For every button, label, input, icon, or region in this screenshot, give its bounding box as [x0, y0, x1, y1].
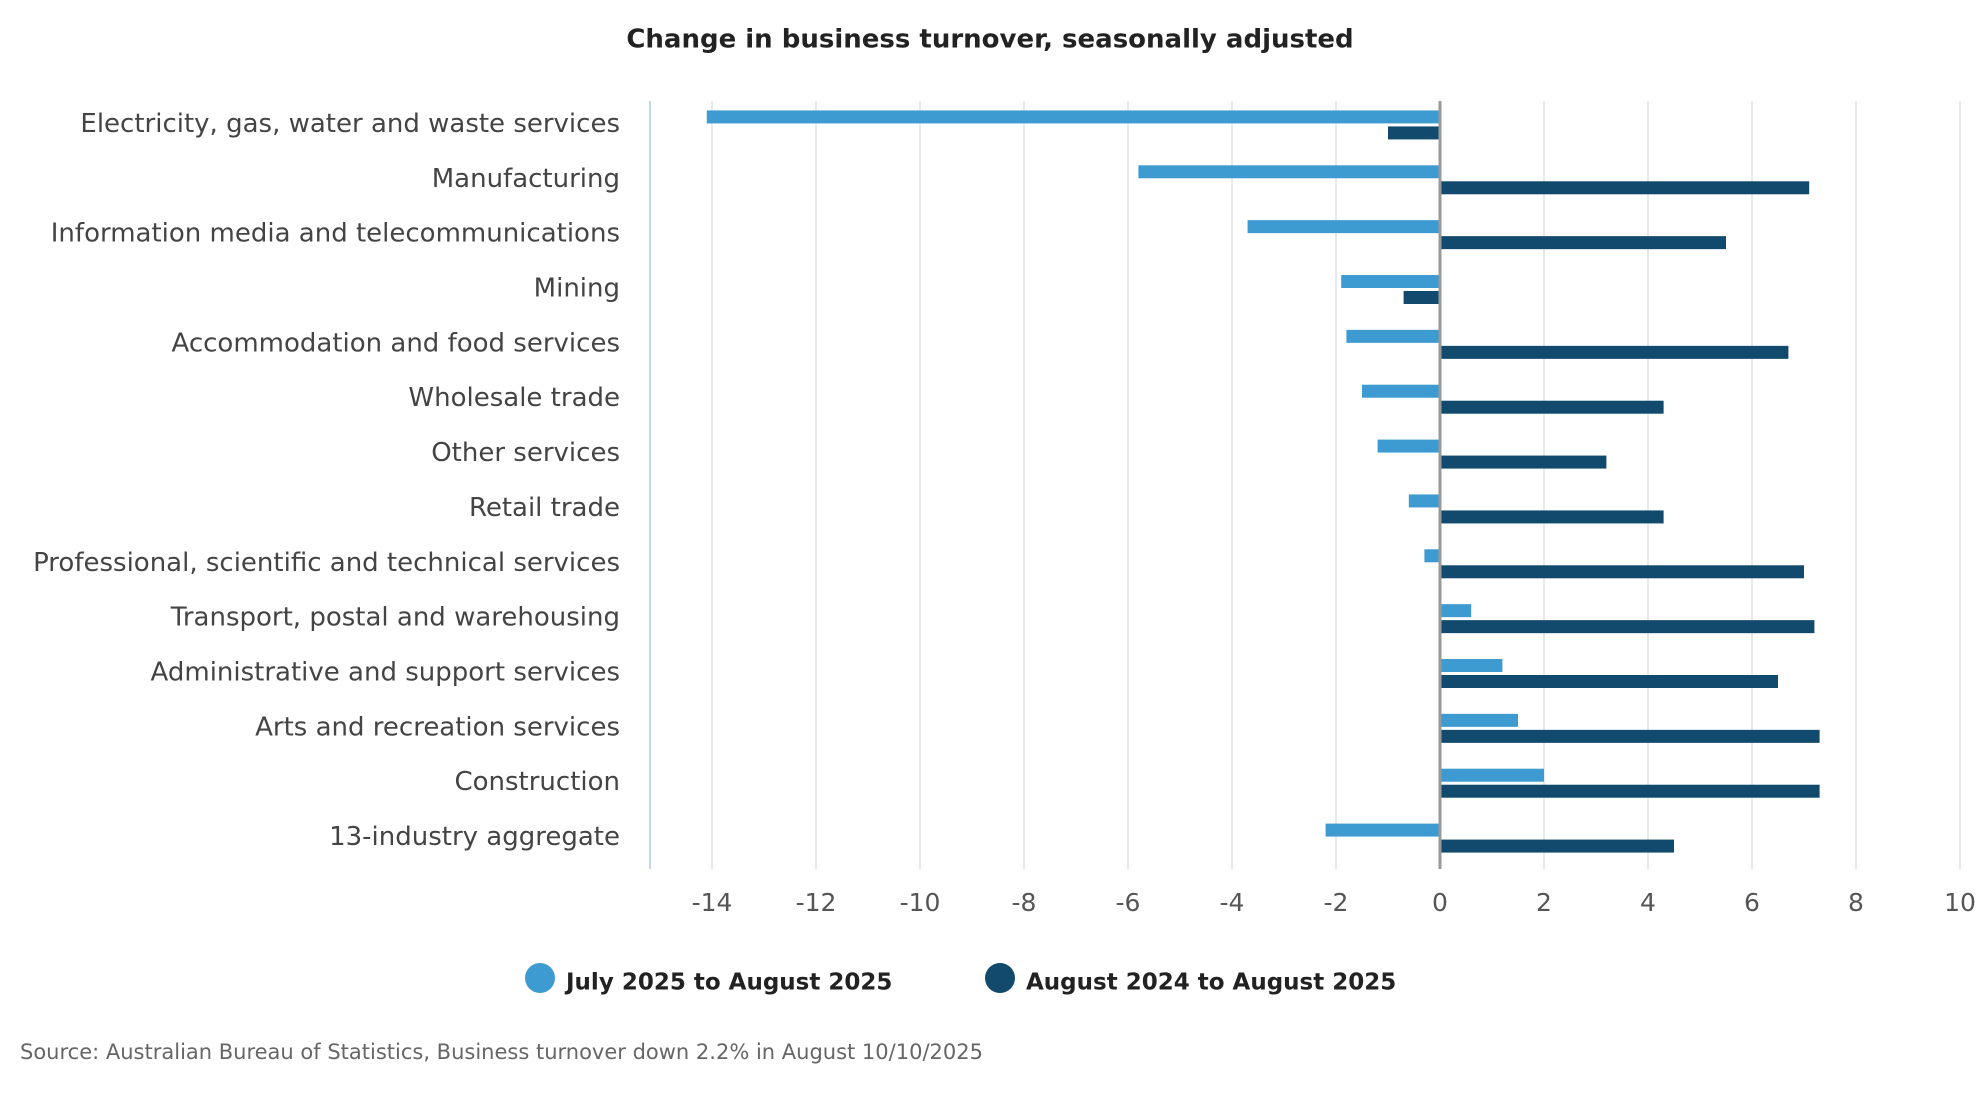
legend-swatch — [525, 963, 555, 993]
y-tick-label: Administrative and support services — [151, 658, 620, 688]
x-tick-label: 10 — [1944, 888, 1976, 917]
x-tick-label: -14 — [692, 888, 733, 917]
bar — [1440, 675, 1778, 688]
bar — [1440, 400, 1664, 414]
bar — [1440, 659, 1503, 672]
bar — [1440, 784, 1820, 798]
y-tick-label: Electricity, gas, water and waste servic… — [80, 109, 620, 139]
bar — [1440, 713, 1518, 727]
y-tick-label: Arts and recreation services — [255, 712, 620, 742]
y-tick-label: Retail trade — [469, 493, 620, 523]
x-tick-label: -12 — [796, 888, 837, 917]
bar — [1440, 181, 1810, 195]
bar — [1440, 565, 1804, 579]
y-tick-label: Information media and telecommunications — [51, 219, 620, 249]
bar — [706, 110, 1440, 124]
bar — [1247, 220, 1440, 234]
y-tick-label: Other services — [431, 438, 620, 468]
bar — [1408, 494, 1440, 508]
bar — [1440, 839, 1674, 853]
y-tick-label: Wholesale trade — [408, 383, 620, 413]
chart-title: Change in business turnover, seasonally … — [626, 25, 1353, 55]
bar — [1424, 549, 1440, 563]
x-tick-label: -8 — [1012, 888, 1037, 917]
bar — [1403, 291, 1440, 304]
source-note: Source: Australian Bureau of Statistics,… — [20, 1040, 983, 1064]
x-tick-label: 8 — [1848, 888, 1864, 917]
y-tick-label: Mining — [534, 274, 620, 304]
y-tick-label: Construction — [454, 767, 620, 797]
bar — [1138, 165, 1440, 179]
y-tick-label: Transport, postal and warehousing — [170, 603, 620, 633]
x-tick-label: -2 — [1324, 888, 1349, 917]
bar — [1377, 439, 1440, 453]
x-tick-label: 4 — [1640, 888, 1656, 917]
bar — [1440, 768, 1544, 782]
bar — [1440, 620, 1815, 634]
legend-swatch — [985, 963, 1015, 993]
legend-label: August 2024 to August 2025 — [1026, 970, 1396, 996]
bar — [1346, 329, 1440, 343]
bar — [1388, 126, 1440, 140]
bar — [1440, 345, 1789, 359]
bar — [1440, 236, 1726, 250]
bar — [1440, 510, 1664, 524]
y-tick-label: 13-industry aggregate — [329, 822, 620, 852]
x-tick-label: -10 — [900, 888, 941, 917]
y-tick-label: Accommodation and food services — [172, 328, 621, 358]
x-tick-label: -6 — [1116, 888, 1141, 917]
x-tick-label: 2 — [1536, 888, 1552, 917]
y-tick-label: Manufacturing — [432, 164, 620, 194]
bar — [1440, 729, 1820, 743]
bar — [1440, 604, 1472, 618]
x-tick-label: 0 — [1432, 888, 1448, 917]
bar — [1325, 823, 1440, 837]
legend-label: July 2025 to August 2025 — [564, 970, 892, 996]
bar — [1362, 384, 1440, 398]
bar — [1341, 275, 1440, 288]
bar — [1440, 455, 1607, 469]
y-tick-label: Professional, scientific and technical s… — [33, 548, 620, 578]
x-tick-label: 6 — [1744, 888, 1760, 917]
x-tick-label: -4 — [1220, 888, 1245, 917]
